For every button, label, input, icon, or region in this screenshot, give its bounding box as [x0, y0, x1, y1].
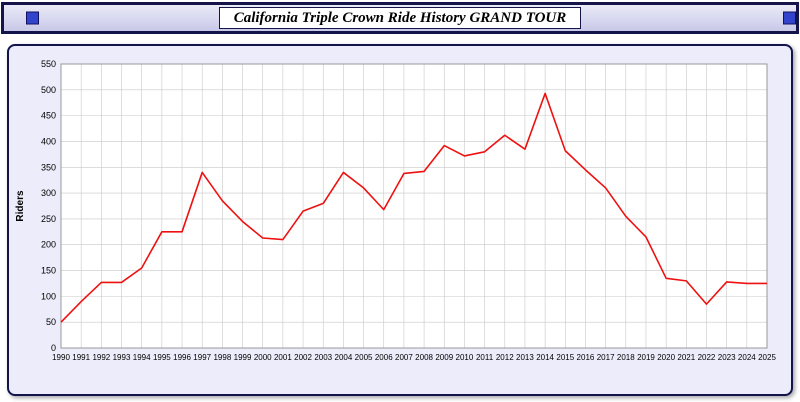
x-tick-label: 2005: [355, 353, 373, 362]
x-tick-label: 2020: [657, 353, 675, 362]
x-tick-label: 2013: [516, 353, 534, 362]
x-tick-label: 2006: [375, 353, 393, 362]
plot-frame: [60, 63, 768, 349]
x-tick-label: 1992: [92, 353, 110, 362]
y-tick-label: 150: [41, 266, 56, 276]
x-tick-label: 2022: [698, 353, 716, 362]
x-tick-label: 2004: [335, 353, 353, 362]
y-tick-label: 100: [41, 291, 56, 301]
x-tick-label: 2019: [637, 353, 655, 362]
x-tick-label: 2002: [294, 353, 312, 362]
x-tick-label: 2012: [496, 353, 514, 362]
chart-panel: 0 50 100 150 200 250 300 350 400 450 500 550 1990 199…: [7, 44, 793, 396]
plot-area: [60, 63, 768, 349]
x-tick-label: 2008: [415, 353, 433, 362]
y-tick-label: 200: [41, 240, 56, 250]
x-tick-label: 2023: [718, 353, 736, 362]
page-title: California Triple Crown Ride History GRA…: [233, 9, 567, 26]
riders-series-line: [60, 92, 767, 323]
x-tick-label: 2011: [476, 353, 494, 362]
x-tick-label: 2003: [314, 353, 332, 362]
title-bar: California Triple Crown Ride History GRA…: [1, 2, 799, 34]
x-tick-label: 2001: [274, 353, 292, 362]
x-tick-label: 1997: [193, 353, 211, 362]
y-tick-label: 500: [41, 85, 56, 95]
x-tick-label: 2017: [597, 353, 615, 362]
x-tick-label: 2021: [677, 353, 695, 362]
x-tick-label: 2024: [738, 353, 756, 362]
x-tick-label: 2018: [617, 353, 635, 362]
y-tick-label: 250: [41, 214, 56, 224]
title-bar-right-square-icon: [783, 11, 796, 25]
title-box: California Triple Crown Ride History GRA…: [218, 7, 582, 29]
x-tick-label: 1998: [213, 353, 231, 362]
x-tick-label: 2015: [556, 353, 574, 362]
y-tick-label: 400: [41, 136, 56, 146]
y-tick-label: 300: [41, 188, 56, 198]
y-axis-title: Riders: [15, 190, 26, 222]
x-tick-label: 2010: [456, 353, 474, 362]
x-tick-label: 2007: [395, 353, 413, 362]
x-tick-label: 1995: [153, 353, 171, 362]
x-tick-label: 1991: [72, 353, 90, 362]
x-tick-label: 2025: [758, 353, 776, 362]
title-bar-left-square-icon: [26, 11, 39, 25]
y-tick-label: 450: [41, 111, 56, 121]
x-tick-label: 1990: [52, 353, 70, 362]
y-tick-label: 550: [41, 59, 56, 69]
x-tick-label: 1994: [133, 353, 151, 362]
x-tick-label: 2000: [254, 353, 272, 362]
y-tick-label: 350: [41, 162, 56, 172]
y-tick-label: 0: [51, 343, 56, 353]
x-tick-label: 1996: [173, 353, 191, 362]
x-tick-label: 2016: [577, 353, 595, 362]
x-tick-label: 1999: [234, 353, 252, 362]
x-tick-label: 1993: [113, 353, 131, 362]
x-tick-label: 2009: [435, 353, 453, 362]
x-tick-label: 2014: [536, 353, 554, 362]
y-tick-label: 50: [46, 317, 56, 327]
